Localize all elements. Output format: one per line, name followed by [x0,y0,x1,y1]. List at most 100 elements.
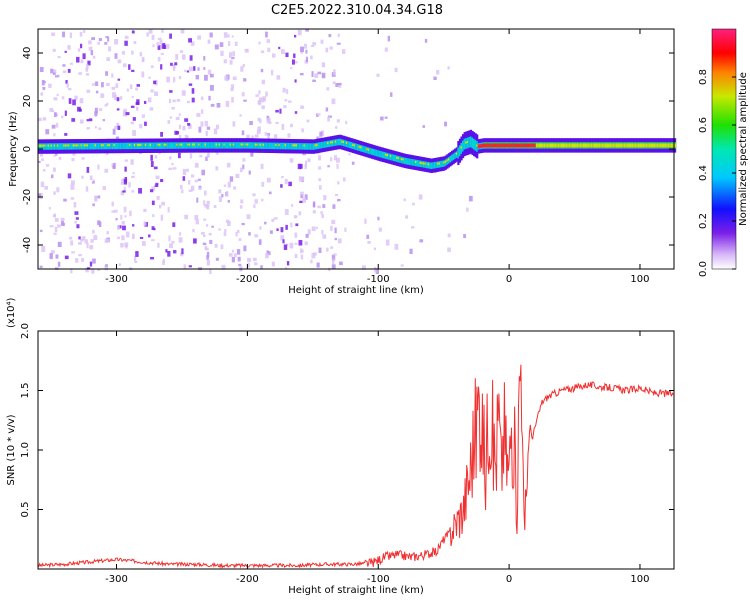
heatmap-cell [441,160,444,168]
heatmap-cell [121,220,125,225]
heatmap-cell [86,127,90,130]
heatmap-cell [63,198,67,202]
heatmap-cell [38,117,42,122]
heatmap-cell [293,144,297,147]
heatmap-cell [355,143,358,150]
heatmap-cell [190,185,195,191]
heatmap-cell [89,245,94,250]
heatmap-cell [337,198,341,202]
heatmap-cell [301,143,305,150]
heatmap-cell [121,51,126,55]
snr-xlabel: Height of straight line (km) [288,585,424,596]
heatmap-cell [187,122,191,126]
heatmap-cell [224,142,228,149]
heatmap-cell [123,186,126,193]
heatmap-cell [336,42,341,45]
heatmap-cell [122,190,126,193]
heatmap-cell [53,133,56,137]
heatmap-cell [347,141,350,148]
heatmap-cell [228,253,233,257]
heatmap-cell [265,91,268,97]
heatmap-cell [172,65,176,71]
heatmap-cell [232,143,235,146]
heatmap-cell [147,142,151,149]
heatmap-cell [548,143,551,148]
heatmap-cell [285,52,289,58]
heatmap-cell [55,143,58,150]
heatmap-cell [102,144,105,147]
heatmap-cell [76,56,80,63]
heatmap-cell [107,36,110,42]
heatmap-cell [150,189,154,193]
heatmap-cell [455,152,458,155]
heatmap-cell [96,142,99,150]
heatmap-cell [232,51,236,57]
heatmap-cell [180,29,185,34]
heatmap-cell [104,41,108,45]
heatmap-cell [191,88,195,94]
heatmap-cell [394,155,397,162]
heatmap-cell [457,147,460,159]
heatmap-cell [276,142,279,150]
heatmap-cell [174,130,178,135]
heatmap-cell [256,129,261,135]
heatmap-cell [521,143,524,148]
heatmap-cell [44,186,49,190]
heatmap-cell [322,234,327,239]
heatmap-cell [304,143,308,150]
heatmap-cell [650,143,653,148]
heatmap-cell [206,142,209,149]
heatmap-cell [154,142,157,149]
heatmap-cell [198,187,202,190]
heatmap-cell [255,94,260,97]
heatmap-cell [214,243,218,248]
heatmap-cell [326,247,329,252]
heatmap-cell [460,146,463,149]
spectrogram-ytick-label: 20 [22,95,33,108]
heatmap-cell [523,143,526,148]
heatmap-cell [305,233,309,238]
heatmap-cell [177,142,180,149]
heatmap-cell [141,142,144,150]
heatmap-cell [121,142,124,150]
heatmap-cell [143,100,147,104]
heatmap-cell [516,143,520,148]
heatmap-cell [186,70,190,73]
heatmap-cell [551,143,554,148]
heatmap-cell [337,83,342,86]
heatmap-cell [131,30,135,34]
heatmap-cell [380,116,384,121]
spectrogram-heatmap [38,29,677,275]
heatmap-cell [115,83,119,89]
heatmap-cell [111,73,114,78]
heatmap-cell [504,143,507,148]
heatmap-cell [102,186,106,191]
heatmap-cell [160,64,163,70]
heatmap-cell [186,168,189,172]
heatmap-cell [175,54,179,60]
heatmap-cell [178,237,183,243]
heatmap-cell [151,226,155,231]
heatmap-cell [238,263,242,266]
heatmap-cell [300,143,303,150]
heatmap-cell [229,143,232,146]
heatmap-cell [252,257,257,261]
heatmap-cell [132,224,135,227]
heatmap-cell [79,31,83,37]
heatmap-cell [218,189,222,194]
heatmap-cell [424,162,427,165]
heatmap-cell [214,44,219,50]
heatmap-cell [81,236,86,241]
heatmap-cell [64,255,69,260]
heatmap-cell [311,226,316,232]
heatmap-cell [130,121,134,125]
heatmap-cell [265,253,269,259]
heatmap-cell [119,96,123,100]
heatmap-cell [248,142,251,149]
heatmap-cell [553,143,556,148]
heatmap-cell [72,99,76,106]
heatmap-cell [94,126,97,129]
heatmap-cell [242,63,245,68]
heatmap-cell [463,234,467,239]
heatmap-cell [573,143,576,148]
